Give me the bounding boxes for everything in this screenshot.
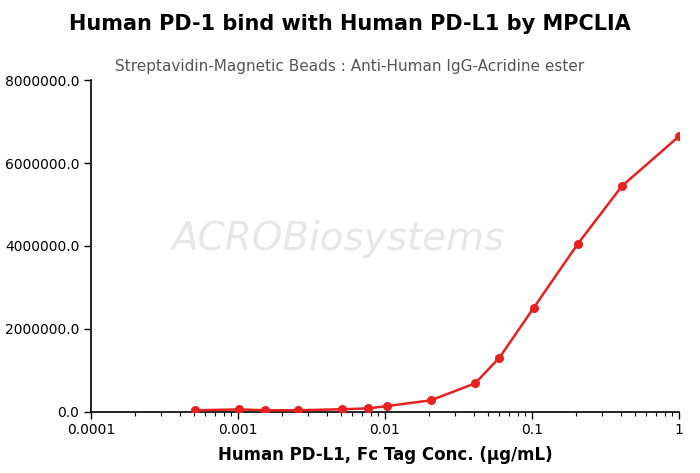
Text: Streptavidin-Magnetic Beads : Anti-Human IgG-Acridine ester: Streptavidin-Magnetic Beads : Anti-Human…	[116, 59, 584, 74]
Text: ACROBiosystems: ACROBiosystems	[172, 220, 505, 258]
X-axis label: Human PD-L1, Fc Tag Conc. (μg/mL): Human PD-L1, Fc Tag Conc. (μg/mL)	[218, 446, 552, 464]
Text: Human PD-1 bind with Human PD-L1 by MPCLIA: Human PD-1 bind with Human PD-L1 by MPCL…	[69, 14, 631, 34]
